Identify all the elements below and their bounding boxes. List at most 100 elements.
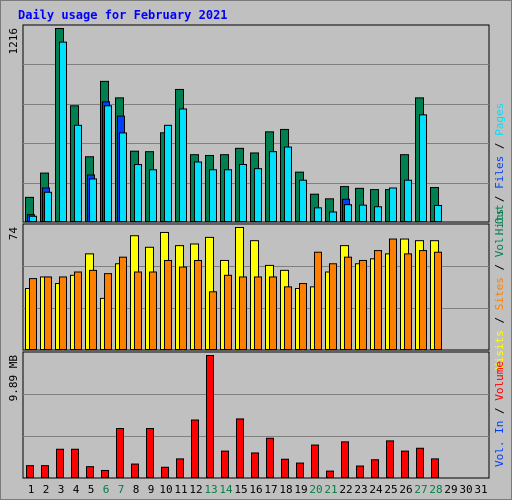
pages-bar [299,179,307,222]
pages-bar [164,124,172,222]
pages-bar [44,191,52,222]
volume-bar [296,462,304,478]
volume-bar [371,459,379,478]
day-label: 28 [429,483,442,496]
volume-bar [56,448,64,478]
label-separator: / [493,310,506,330]
sites-bar [344,256,352,351]
sites-bar [329,263,337,350]
sites-bar [149,271,157,351]
label-separator: / [493,136,506,156]
day-label: 21 [324,483,337,496]
day-label: 2 [43,483,50,496]
sites-bar [434,251,442,351]
sites-bar [374,250,382,351]
sites-bar [239,276,247,351]
sites-bar [209,291,217,351]
series-label: Visits [493,330,506,370]
sites-bar [194,259,202,350]
day-label: 17 [264,483,277,496]
volume-bar [341,441,349,479]
pages-bar [224,169,232,222]
y-max-label: 1216 [7,28,20,55]
volume-bar [356,465,364,478]
pages-bar [434,204,442,223]
sites-bar [299,283,307,350]
series-label: Files [493,156,506,189]
pages-bar [269,151,277,222]
pages-bar [329,211,337,223]
series-label: Vol. In [493,421,506,467]
day-label: 15 [234,483,247,496]
pages-bar [239,164,247,222]
pages-bar [59,41,67,222]
day-label: 4 [73,483,80,496]
volume-bar [311,444,319,478]
day-label: 20 [309,483,322,496]
sites-bar [404,253,412,350]
pages-bar [374,206,382,222]
sites-bar [314,251,322,351]
day-label: 3 [58,483,65,496]
pages-bar [119,132,127,222]
day-label: 27 [414,483,427,496]
day-label: 19 [294,483,307,496]
day-label: 6 [103,483,110,496]
volume-bar [206,355,214,478]
volume-bar [41,465,49,479]
sites-bar [269,276,277,351]
volume-bar [101,469,109,479]
pages-bar [254,168,262,222]
day-label: 26 [399,483,412,496]
volume-bar [236,418,244,478]
day-label: 13 [204,483,217,496]
day-label: 24 [369,483,383,496]
day-label: 7 [118,483,125,496]
day-label: 12 [189,483,202,496]
sites-bar [29,278,37,350]
pages-bar [134,164,142,222]
pages-bar [419,114,427,222]
sites-bar [284,286,292,350]
sites-bar [419,250,427,351]
pages-bar [89,178,97,223]
pages-bar [179,108,187,222]
volume-bar [86,466,94,479]
pages-bar [194,161,202,222]
pages-bar [74,124,82,222]
day-label: 30 [459,483,472,496]
pages-bar [284,146,292,222]
pages-bar [404,179,412,222]
series-label: Vol. Out [493,204,506,257]
day-label: 25 [384,483,397,496]
day-label: 23 [354,483,367,496]
sites-bar [359,259,367,350]
sites-bar [164,259,172,350]
sites-bar [89,269,97,350]
volume-bar [251,452,259,478]
pages-bar [344,204,352,222]
volume-bar [221,450,229,479]
volume-bar [401,450,409,479]
y-max-label: 74 [7,227,20,241]
series-label: Volume [493,361,506,401]
day-label: 1 [28,483,35,496]
label-separator: / [493,257,506,277]
pages-bar [314,207,322,222]
volume-bar [116,428,124,479]
day-label: 18 [279,483,292,496]
volume-bar [266,437,274,478]
pages-bar [29,215,37,222]
pages-bar [209,169,217,222]
volume-bar [131,463,139,479]
series-label: Sites [493,277,506,310]
y-max-labels: 1216 74 9.89 MB [7,28,20,401]
day-label: 11 [174,483,187,496]
volume-bar [326,470,334,479]
sites-bar [44,276,52,351]
volume-bar [161,466,169,479]
volume-bar [146,428,154,479]
pages-bar [389,187,397,223]
